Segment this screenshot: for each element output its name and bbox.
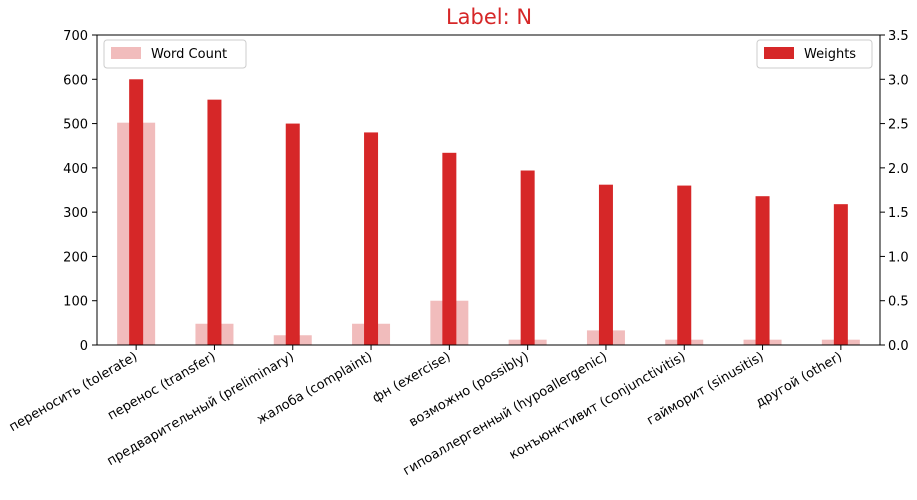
y-left-tick-label: 400 bbox=[63, 162, 88, 177]
legend-label-weights: Weights bbox=[804, 47, 856, 62]
y-left-tick-label: 500 bbox=[63, 118, 88, 133]
y-right-tick-label: 0.5 bbox=[888, 295, 909, 310]
legend-weights: Weights bbox=[756, 39, 873, 69]
y-left-tick-label: 700 bbox=[63, 29, 88, 44]
bar-weights bbox=[677, 185, 692, 345]
y-left-tick-label: 0 bbox=[80, 339, 88, 354]
left-y-axis: 0 100 200 300 400 500 600 700 bbox=[63, 29, 97, 354]
plot-frame bbox=[96, 34, 881, 346]
bar-weights bbox=[207, 99, 222, 346]
y-right-tick-label: 1.0 bbox=[888, 250, 909, 265]
right-y-axis: 0.0 0.5 1.0 1.5 2.0 2.5 3.0 3.5 bbox=[880, 29, 909, 354]
legend-swatch-word-count bbox=[111, 47, 141, 59]
y-right-tick-label: 1.5 bbox=[888, 206, 909, 221]
bar-weights bbox=[520, 170, 535, 345]
chart-title: Label: N bbox=[446, 5, 532, 29]
legend-label-word-count: Word Count bbox=[151, 47, 227, 62]
y-left-tick-label: 600 bbox=[63, 73, 88, 88]
y-right-tick-label: 2.5 bbox=[888, 118, 909, 133]
y-left-tick-label: 300 bbox=[63, 206, 88, 221]
x-tick-label: переносить (tolerate) bbox=[7, 349, 140, 435]
y-left-tick-label: 100 bbox=[63, 295, 88, 310]
bar-weights bbox=[364, 132, 379, 345]
legend-swatch-weights bbox=[764, 47, 794, 59]
bar-weights bbox=[598, 184, 613, 345]
x-tick-label: другой (other) bbox=[753, 349, 845, 411]
bar-weights bbox=[755, 196, 770, 345]
bar-weights bbox=[285, 123, 300, 345]
bar-weights bbox=[442, 152, 457, 345]
y-right-tick-label: 3.0 bbox=[888, 73, 909, 88]
weights-bars bbox=[129, 79, 848, 346]
x-axis: переносить (tolerate)перенос (transfer)п… bbox=[7, 345, 845, 479]
y-right-tick-label: 3.5 bbox=[888, 29, 909, 44]
bar-weights bbox=[129, 79, 144, 346]
legend-word-count: Word Count bbox=[103, 39, 247, 69]
y-right-tick-label: 2.0 bbox=[888, 162, 909, 177]
bar-weights bbox=[833, 204, 848, 345]
y-left-tick-label: 200 bbox=[63, 250, 88, 265]
word-count-bars bbox=[117, 122, 860, 345]
y-right-tick-label: 0.0 bbox=[888, 339, 909, 354]
